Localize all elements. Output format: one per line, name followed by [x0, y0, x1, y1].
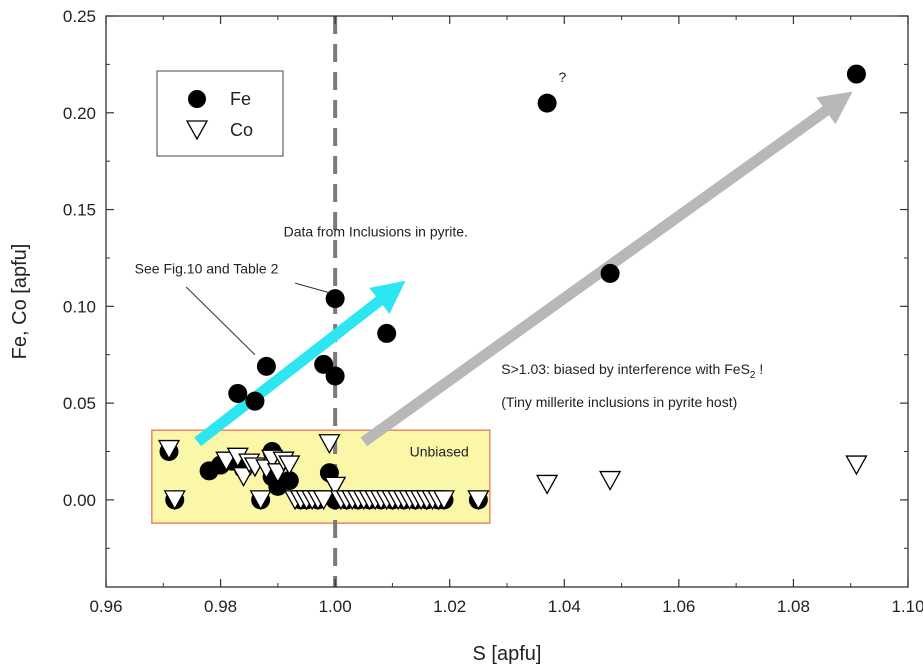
data-point-co	[432, 490, 456, 511]
data-point-fe	[228, 383, 248, 403]
annotation-main: ?	[559, 69, 567, 85]
legend-fe-label: Fe	[230, 89, 251, 109]
legend-fe-marker	[188, 90, 206, 108]
data-point-fe	[377, 323, 397, 343]
y-tick-label: 0.00	[63, 491, 96, 510]
y-tick-label: 0.10	[63, 297, 96, 316]
y-tick-label: 0.20	[63, 104, 96, 123]
data-point-co	[163, 490, 186, 511]
data-point-co	[467, 490, 490, 511]
y-tick-label: 0.15	[63, 201, 96, 220]
trend-arrow-inclusions	[194, 280, 406, 447]
data-point-fe	[256, 356, 276, 376]
legend-frame	[156, 70, 284, 157]
data-point-co	[278, 455, 301, 476]
legend: Fe Co	[156, 70, 284, 157]
y-tick-label: 0.25	[63, 7, 96, 26]
annotation-suffix: !	[755, 361, 763, 377]
data-point-fe	[846, 64, 866, 84]
x-tick-label: 1.04	[548, 597, 581, 616]
data-point-fe	[325, 366, 345, 386]
x-tick-label: 1.02	[433, 597, 466, 616]
legend-co-label: Co	[230, 120, 253, 140]
annotation-text: S>1.03: biased by interference with FeS2…	[501, 361, 763, 381]
data-point-fe	[600, 263, 620, 283]
x-tick-label: 1.08	[777, 597, 810, 616]
annotation-text: See Fig.10 and Table 2	[135, 260, 279, 276]
unbiased-label: Unbiased	[410, 444, 469, 460]
y-tick-label: 0.05	[63, 394, 96, 413]
x-axis-title: S [apfu]	[473, 643, 542, 665]
data-point-co	[312, 490, 335, 511]
data-point-fe	[314, 354, 334, 374]
data-point-co	[845, 455, 868, 476]
x-tick-label: 0.98	[204, 597, 237, 616]
data-point-fe	[245, 391, 265, 411]
data-point-co	[535, 474, 559, 495]
annotation-main: (Tiny millerite inclusions in pyrite hos…	[501, 394, 737, 410]
data-point-co	[232, 467, 255, 488]
data-point-co	[599, 470, 622, 491]
data-point-fe	[325, 289, 345, 309]
annotation-text: ?	[559, 69, 567, 85]
x-tick-label: 0.96	[89, 597, 122, 616]
legend-co-marker	[185, 120, 209, 141]
annotation-pointer	[294, 282, 330, 294]
data-point-co	[318, 434, 341, 455]
x-tick-label: 1.06	[662, 597, 695, 616]
x-tick-label: 1.00	[319, 597, 352, 616]
data-point-co	[249, 490, 272, 511]
data-point-co	[157, 439, 181, 460]
annotation-text: Data from Inclusions in pyrite.	[284, 224, 468, 240]
data-point-fe	[537, 93, 557, 113]
annotation-pointer	[185, 286, 256, 356]
annotation-subscript: 2	[750, 370, 756, 381]
annotation-main: See Fig.10 and Table 2	[135, 260, 279, 276]
data-point-co	[324, 476, 347, 497]
annotation-text: (Tiny millerite inclusions in pyrite hos…	[501, 394, 737, 410]
x-tick-label: 1.10	[891, 597, 923, 616]
data-point-co	[215, 451, 238, 472]
data-point-fe	[279, 471, 299, 491]
annotation-main: S>1.03: biased by interference with FeS	[501, 361, 750, 377]
annotation-main: Data from Inclusions in pyrite.	[284, 224, 468, 240]
y-axis-title: Fe, Co [apfu]	[9, 244, 31, 360]
